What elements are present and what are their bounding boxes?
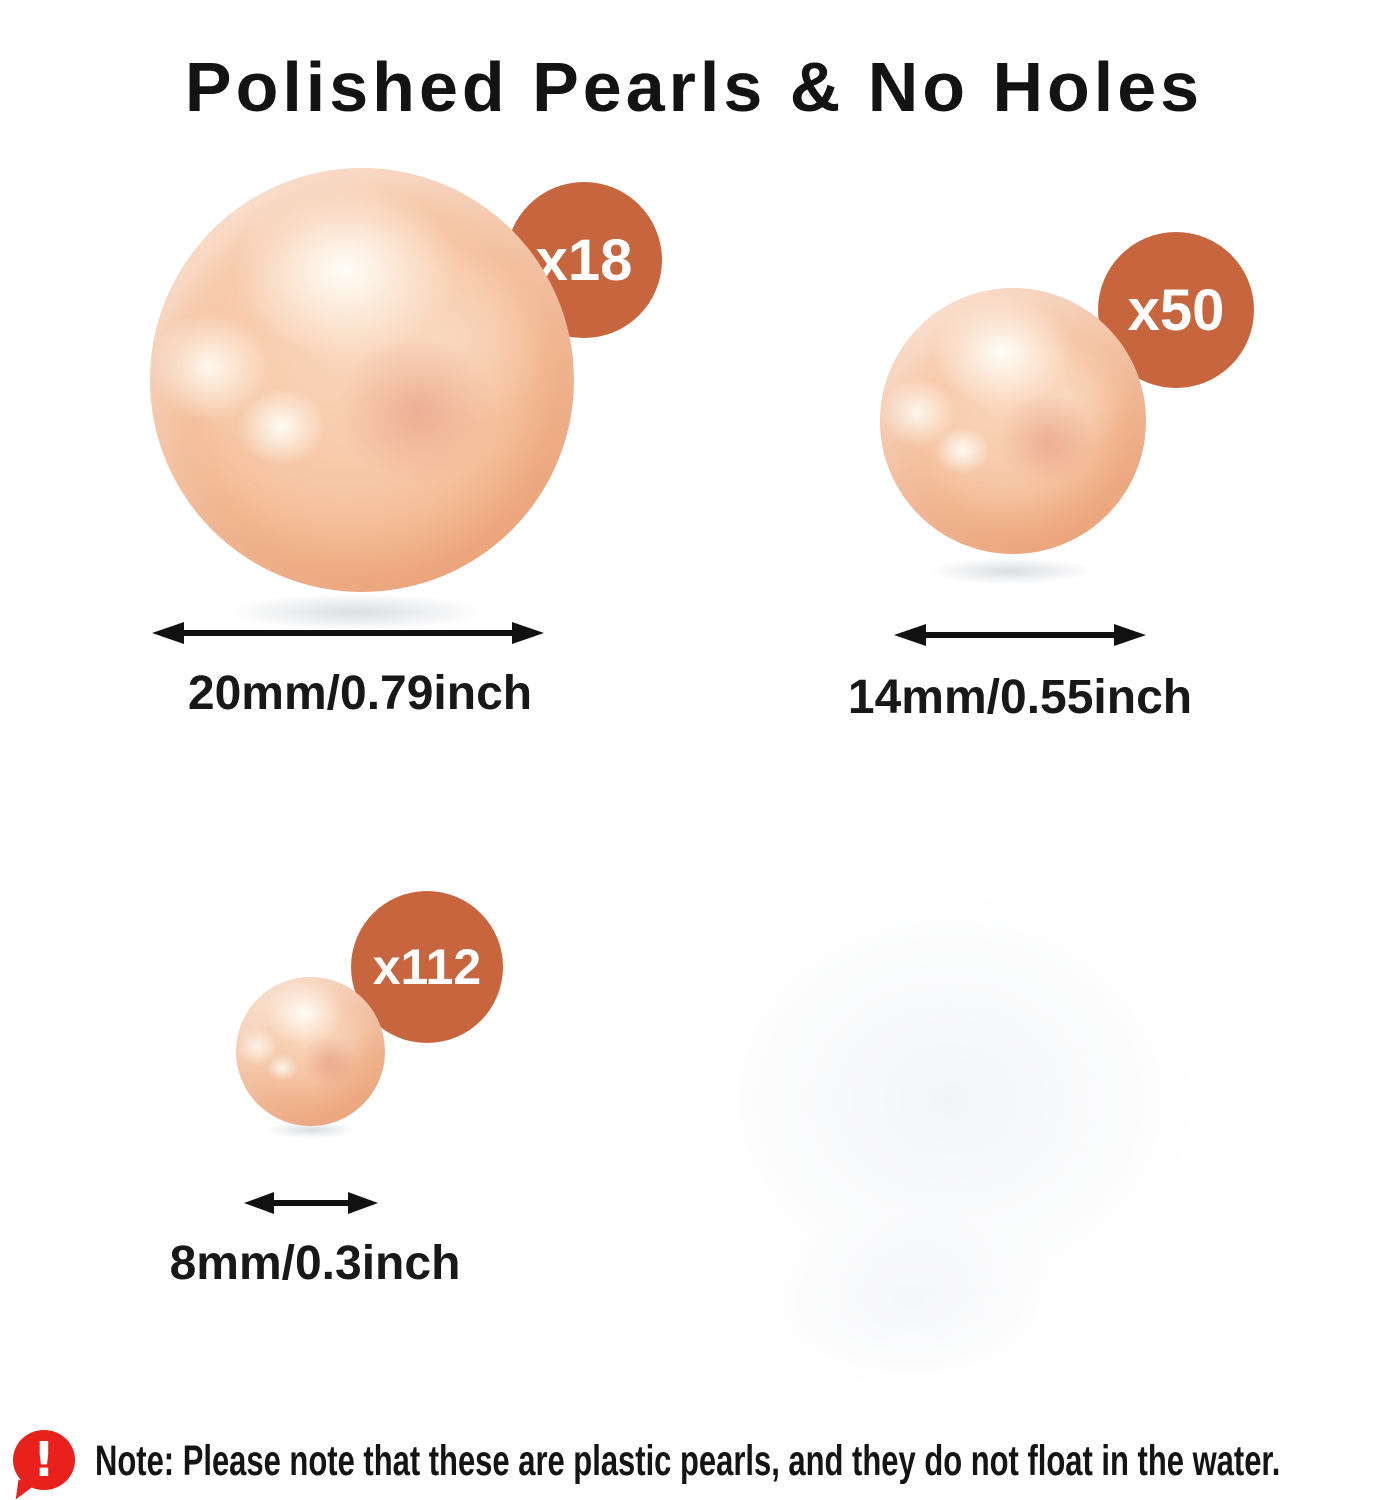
size-label-medium: 14mm/0.55inch <box>847 671 1193 724</box>
count-badge-small: x112 <box>351 891 503 1043</box>
size-label-small: 8mm/0.3inch <box>169 1237 461 1290</box>
dimension-arrow-small <box>244 1192 378 1214</box>
dimension-arrow-medium <box>894 624 1146 646</box>
pearl-medium <box>880 288 1146 554</box>
size-label-large: 20mm/0.79inch <box>187 667 533 720</box>
dimension-arrow-large <box>152 622 544 644</box>
pearl-shadow <box>178 586 534 638</box>
count-badge-large-label: x18 <box>535 227 633 293</box>
page-title: Polished Pearls & No Holes <box>184 47 1204 126</box>
pearl-small <box>236 977 385 1126</box>
exclamation-glyph: ! <box>33 1432 55 1488</box>
note-bar: ! Note: Please note that these are plast… <box>13 1428 1388 1498</box>
count-badge-small-label: x112 <box>372 939 482 995</box>
count-badge-medium-label: x50 <box>1127 277 1225 343</box>
pearl-shadow <box>898 552 1124 590</box>
background-reflection <box>700 1180 1120 1420</box>
exclamation-speech-bubble-icon: ! <box>13 1430 75 1490</box>
note-text: Note: Please note that these are plastic… <box>95 1437 1281 1485</box>
pearl-large <box>150 168 574 592</box>
